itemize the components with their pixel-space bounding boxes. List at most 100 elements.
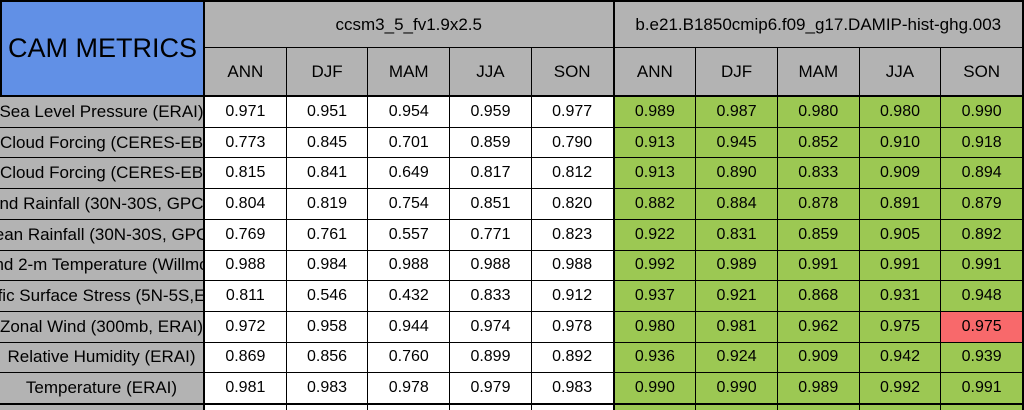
metric-value-cell: 0.771 [450,219,532,250]
table-row: Relative Humidity (ERAI) 0.869 0.856 0.760 0… [0,342,1022,374]
partial-cell [777,405,860,410]
table-row: Cloud Forcing (CERES-EB 0.815 0.841 0.649 0.… [0,158,1022,190]
metric-value-cell: 0.761 [286,219,369,250]
partial-cell [613,405,697,410]
metric-value-cell: 0.894 [941,158,1022,189]
metric-value-cell: 0.811 [205,281,287,311]
metric-value-cell: 0.890 [696,158,778,189]
metric-value-cell: 0.975 [859,311,942,342]
metric-value-cell: 0.869 [205,342,287,373]
metric-value-cell: 0.990 [941,97,1022,127]
metric-value-cell: 0.879 [941,189,1022,219]
metric-value-cell: 0.989 [613,97,697,127]
metric-value-cell: 0.921 [696,281,778,311]
metric-value-cell: 0.905 [859,219,942,250]
metric-value-cell: 0.899 [450,342,532,373]
metric-value-cell: 0.931 [859,281,942,311]
metric-value-cell: 0.991 [859,250,942,281]
metric-value-cell: 0.942 [859,342,942,373]
metric-value-cell: 0.991 [941,250,1022,281]
partial-cell [531,405,614,410]
model-header-1: ccsm3_5_fv1.9x2.5 [205,2,613,47]
metric-value-cell: 0.790 [531,127,614,158]
table-body: Sea Level Pressure (ERAI) 0.971 0.951 0.954… [0,97,1022,406]
metric-value-cell: 0.991 [777,250,860,281]
table-row: Sea Level Pressure (ERAI) 0.971 0.951 0.954… [0,97,1022,128]
metric-value-cell: 0.988 [205,250,287,281]
metric-value-cell: 0.845 [286,127,369,158]
metric-value-cell: 0.769 [205,219,287,250]
table-row: Temperature (ERAI) 0.981 0.983 0.978 0.979 0.… [0,373,1022,406]
model-header-2: b.e21.B1850cmip6.f09_g17.DAMIP-hist-ghg.… [612,2,1022,47]
season-header-row: ANN DJF MAM JJA SON ANN DJF MAM JJA SON [205,48,1022,95]
metric-value-cell: 0.909 [859,158,942,189]
metric-value-cell: 0.975 [941,311,1022,342]
metric-value-cell: 0.859 [450,127,532,158]
metric-value-cell: 0.546 [286,281,369,311]
metric-value-cell: 0.912 [531,281,614,311]
partial-next-row [0,405,1022,410]
metric-value-cell: 0.909 [777,342,860,373]
metric-value-cell: 0.922 [613,219,697,250]
table-title: CAM METRICS [0,2,205,95]
metric-value-cell: 0.974 [450,311,532,342]
season-header: DJF [286,48,369,95]
metric-value-cell: 0.823 [531,219,614,250]
row-label: Temperature (ERAI) [0,373,205,404]
metric-value-cell: 0.988 [368,250,451,281]
metric-value-cell: 0.948 [941,281,1022,311]
metric-value-cell: 0.991 [941,373,1022,404]
metric-value-cell: 0.924 [696,342,778,373]
table-row: ean Rainfall (30N-30S, GPC 0.769 0.761 0.55… [0,219,1022,251]
metric-value-cell: 0.990 [613,373,697,404]
season-header: MAM [777,48,860,95]
metric-value-cell: 0.958 [286,311,369,342]
season-header: SON [941,48,1022,95]
metric-value-cell: 0.971 [205,97,287,127]
metric-value-cell: 0.979 [450,373,532,404]
metric-value-cell: 0.833 [450,281,532,311]
metric-value-cell: 0.992 [859,373,942,404]
metric-value-cell: 0.820 [531,189,614,219]
metric-value-cell: 0.951 [286,97,369,127]
metric-value-cell: 0.868 [777,281,860,311]
table-row: Zonal Wind (300mb, ERAI) 0.972 0.958 0.944 0… [0,311,1022,343]
partial-cell [859,405,942,410]
partial-row-label [0,405,205,410]
partial-cell [205,405,287,410]
metric-value-cell: 0.989 [696,250,778,281]
metric-value-cell: 0.945 [696,127,778,158]
metric-value-cell: 0.819 [286,189,369,219]
metric-value-cell: 0.959 [450,97,532,127]
metric-value-cell: 0.980 [777,97,860,127]
row-label: Cloud Forcing (CERES-EB [0,158,205,189]
metric-value-cell: 0.978 [368,373,451,404]
season-header: JJA [859,48,942,95]
metric-value-cell: 0.944 [368,311,451,342]
metric-value-cell: 0.913 [613,158,697,189]
row-label: nd Rainfall (30N-30S, GPC [0,189,205,219]
metric-value-cell: 0.884 [696,189,778,219]
metric-value-cell: 0.913 [613,127,697,158]
metric-value-cell: 0.852 [777,127,860,158]
metric-value-cell: 0.804 [205,189,287,219]
partial-cell [941,405,1022,410]
season-header: SON [531,48,614,95]
model-header-row: ccsm3_5_fv1.9x2.5 b.e21.B1850cmip6.f09_g… [205,2,1022,48]
metric-value-cell: 0.856 [286,342,369,373]
partial-cell [368,405,451,410]
metric-value-cell: 0.833 [777,158,860,189]
metric-value-cell: 0.557 [368,219,451,250]
metric-value-cell: 0.812 [531,158,614,189]
row-label: Sea Level Pressure (ERAI) [0,97,205,127]
metric-value-cell: 0.988 [450,250,532,281]
season-header: JJA [450,48,532,95]
metric-value-cell: 0.773 [205,127,287,158]
metric-value-cell: 0.992 [613,250,697,281]
metric-value-cell: 0.815 [205,158,287,189]
metric-value-cell: 0.984 [286,250,369,281]
partial-cell [450,405,532,410]
metric-value-cell: 0.981 [696,311,778,342]
metric-value-cell: 0.760 [368,342,451,373]
